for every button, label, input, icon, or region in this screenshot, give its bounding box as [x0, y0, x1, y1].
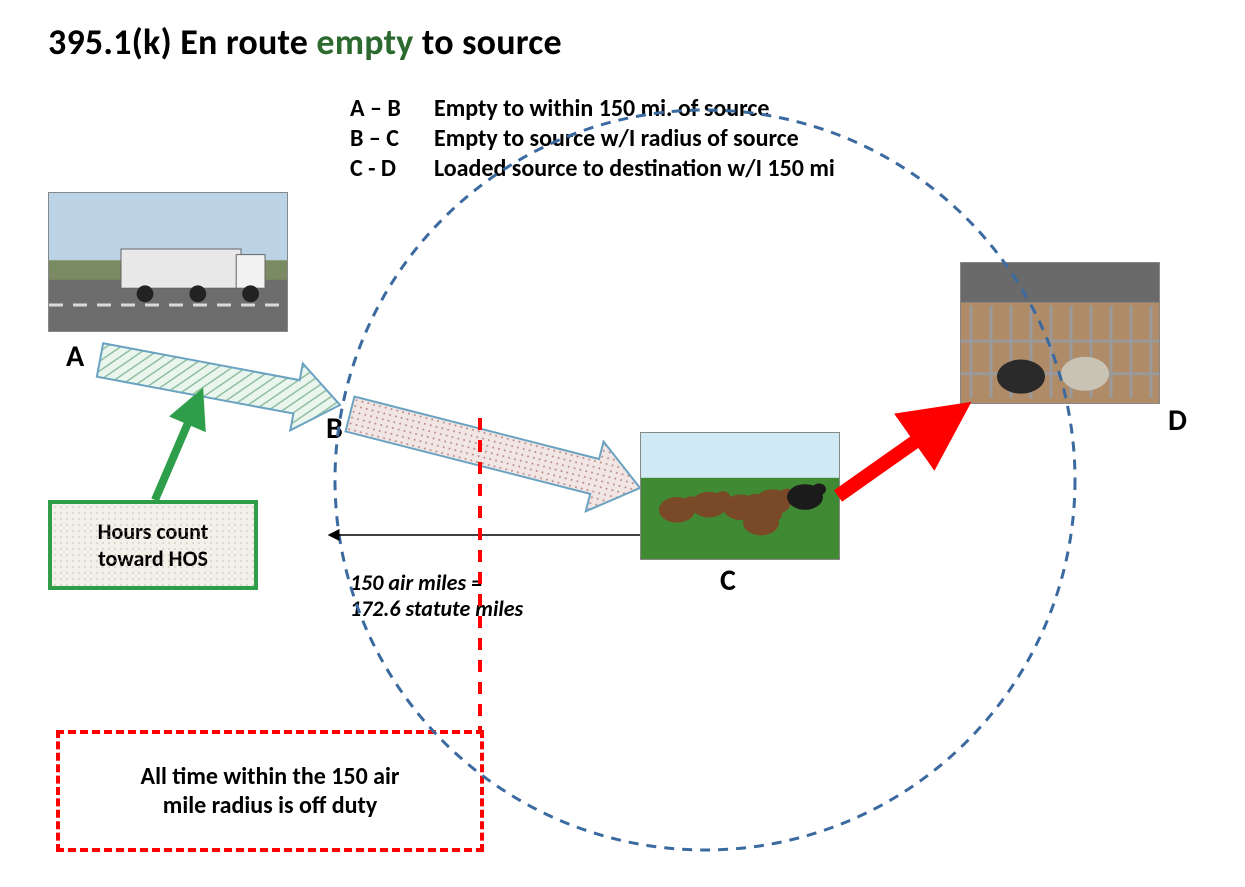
legend-text: Loaded source to destination w/I 150 mi — [434, 154, 835, 184]
title-suffix: to source — [414, 20, 562, 64]
node-label-b: B — [326, 410, 343, 447]
image-truck — [48, 192, 288, 332]
image-livestock-pens — [960, 262, 1160, 404]
legend-text: Empty to within 150 mi. of source — [434, 94, 769, 124]
legend-key: A – B — [350, 94, 420, 124]
legend-row: A – B Empty to within 150 mi. of source — [350, 94, 835, 124]
title-prefix: 395.1(k) En route — [48, 20, 316, 64]
miles-line1: 150 air miles = — [350, 570, 523, 596]
page-title: 395.1(k) En route empty to source — [48, 20, 562, 64]
legend: A – B Empty to within 150 mi. of source … — [350, 94, 835, 184]
hours-count-callout: Hours count toward HOS — [48, 500, 258, 590]
diagram-stage: 395.1(k) En route empty to source A – B … — [0, 0, 1245, 887]
node-label-d: D — [1168, 402, 1187, 439]
image-cattle — [640, 432, 840, 560]
title-highlight: empty — [316, 20, 413, 64]
legend-text: Empty to source w/I radius of source — [434, 124, 799, 154]
offduty-line1: All time within the 150 air — [82, 762, 458, 791]
offduty-line2: mile radius is off duty — [82, 791, 458, 820]
node-label-c: C — [720, 562, 736, 599]
node-label-a: A — [66, 338, 84, 375]
legend-row: C - D Loaded source to destination w/I 1… — [350, 154, 835, 184]
legend-key: C - D — [350, 154, 420, 184]
hours-line2: toward HOS — [70, 545, 236, 572]
miles-line2: 172.6 statute miles — [350, 596, 523, 622]
hours-line1: Hours count — [70, 518, 236, 545]
legend-row: B – C Empty to source w/I radius of sour… — [350, 124, 835, 154]
legend-key: B – C — [350, 124, 420, 154]
off-duty-callout: All time within the 150 air mile radius … — [56, 730, 484, 852]
miles-equivalence-note: 150 air miles = 172.6 statute miles — [350, 570, 523, 623]
